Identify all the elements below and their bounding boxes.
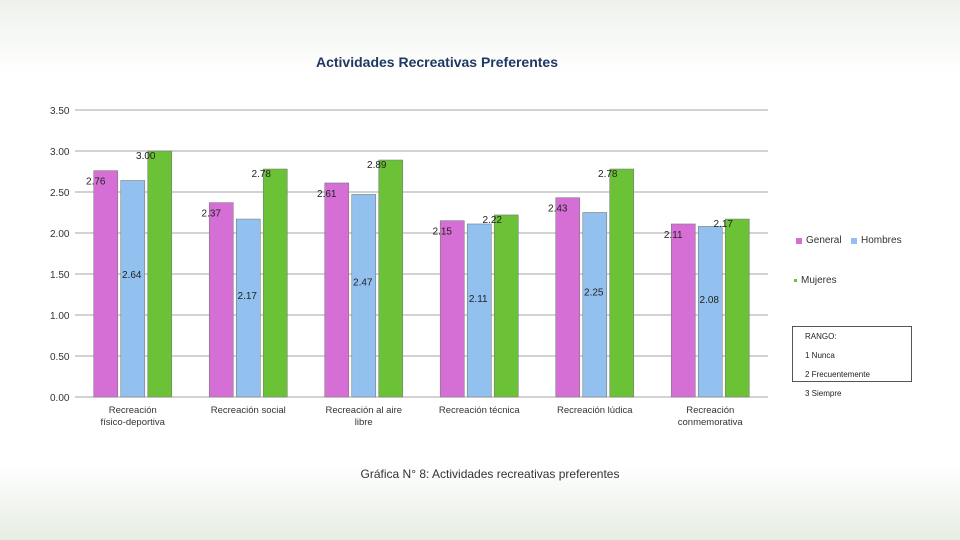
bar-hombres-4 [582, 212, 608, 398]
data-label-general-3: 2.15 [433, 227, 453, 238]
bar-general-5 [670, 223, 696, 398]
data-label-hombres-0: 2.64 [122, 270, 142, 281]
bar-hombres-1 [235, 218, 261, 398]
y-tick-label: 0.50 [50, 352, 70, 363]
y-tick-label: 3.00 [50, 147, 70, 158]
y-tick-label: 2.00 [50, 229, 70, 240]
bar-mujeres-5 [724, 218, 750, 398]
legend-item-hombres: Hombres [851, 235, 902, 246]
x-tick-label-line: Recreación [109, 405, 157, 416]
x-tick-label: Recreación lúdica [557, 405, 633, 416]
x-tick-label-line: Recreación al aire [325, 405, 402, 416]
data-label-hombres-2: 2.47 [353, 278, 373, 289]
rango-box: RANGO: 1 Nunca 2 Frecuentemente 3 Siempr… [792, 326, 912, 398]
legend-label-general: General [806, 235, 842, 246]
data-label-general-5: 2.11 [664, 230, 683, 241]
x-tick-label-line: Recreación técnica [439, 405, 521, 416]
data-label-general-2: 2.61 [317, 189, 337, 200]
legend-item-general: General [796, 235, 842, 246]
bar-mujeres-2 [378, 159, 404, 398]
data-label-hombres-1: 2.17 [238, 291, 258, 302]
x-tick-label-line: Recreación [686, 405, 734, 416]
bar-hombres-2 [351, 194, 377, 398]
legend-swatch-mujeres [794, 279, 797, 282]
legend-label-hombres: Hombres [861, 235, 902, 246]
chart-caption: Gráfica N° 8: Actividades recreativas pr… [360, 467, 620, 481]
rango-title: RANGO: [805, 332, 837, 341]
bar-mujeres-0 [147, 150, 173, 398]
data-label-mujeres-2: 2.89 [367, 160, 387, 171]
data-label-mujeres-5: 2.17 [714, 219, 734, 230]
bar-hombres-0 [120, 180, 146, 398]
bar-mujeres-4 [609, 168, 635, 398]
x-tick-label-line: físico-deportiva [101, 417, 166, 428]
rango-line-3: 3 Siempre [805, 389, 842, 398]
legend-label-mujeres: Mujeres [801, 275, 837, 286]
data-label-general-1: 2.37 [202, 209, 222, 220]
rango-line-1: 1 Nunca [805, 351, 835, 360]
data-label-mujeres-4: 2.78 [598, 169, 618, 180]
chart-title: Actividades Recreativas Preferentes [316, 54, 558, 70]
data-label-mujeres-3: 2.22 [483, 215, 503, 226]
y-tick-label: 0.00 [50, 393, 70, 404]
x-tick-label-line: Recreación social [211, 405, 286, 416]
legend-item-mujeres: Mujeres [794, 275, 837, 286]
data-label-general-4: 2.43 [548, 204, 568, 215]
bar-mujeres-3 [493, 214, 519, 398]
x-tick-label: Recreación social [211, 405, 286, 416]
data-label-mujeres-0: 3.00 [136, 151, 156, 162]
x-tick-label: Recreación al aire libre [325, 405, 402, 428]
y-tick-label: 3.50 [50, 106, 70, 117]
x-tick-label-line: libre [355, 417, 373, 428]
data-label-general-0: 2.76 [86, 177, 106, 188]
legend-swatch-general [796, 237, 802, 244]
bar-mujeres-1 [262, 168, 288, 398]
x-tick-label-line: Recreación lúdica [557, 405, 633, 416]
legend-swatch-hombres [851, 237, 857, 244]
y-tick-label: 2.50 [50, 188, 70, 199]
bar-general-0 [93, 170, 119, 398]
bar-hombres-5 [697, 226, 723, 398]
x-tick-label: Recreación físico-deportiva [101, 405, 166, 428]
bar-general-3 [439, 220, 465, 398]
rango-line-2: 2 Frecuentemente [805, 370, 870, 379]
x-tick-label: Recreación técnica [439, 405, 521, 416]
data-label-hombres-4: 2.25 [584, 288, 604, 299]
x-tick-label-line: conmemorativa [678, 417, 744, 428]
y-tick-label: 1.00 [50, 311, 70, 322]
bar-general-1 [208, 202, 234, 398]
data-label-hombres-5: 2.08 [700, 295, 720, 306]
y-tick-label: 1.50 [50, 270, 70, 281]
bar-general-4 [555, 197, 581, 398]
bar-hombres-3 [466, 223, 492, 398]
data-label-hombres-3: 2.11 [469, 294, 488, 305]
bar-general-2 [324, 182, 350, 398]
data-label-mujeres-1: 2.78 [252, 169, 272, 180]
x-tick-label: Recreación conmemorativa [678, 405, 744, 428]
